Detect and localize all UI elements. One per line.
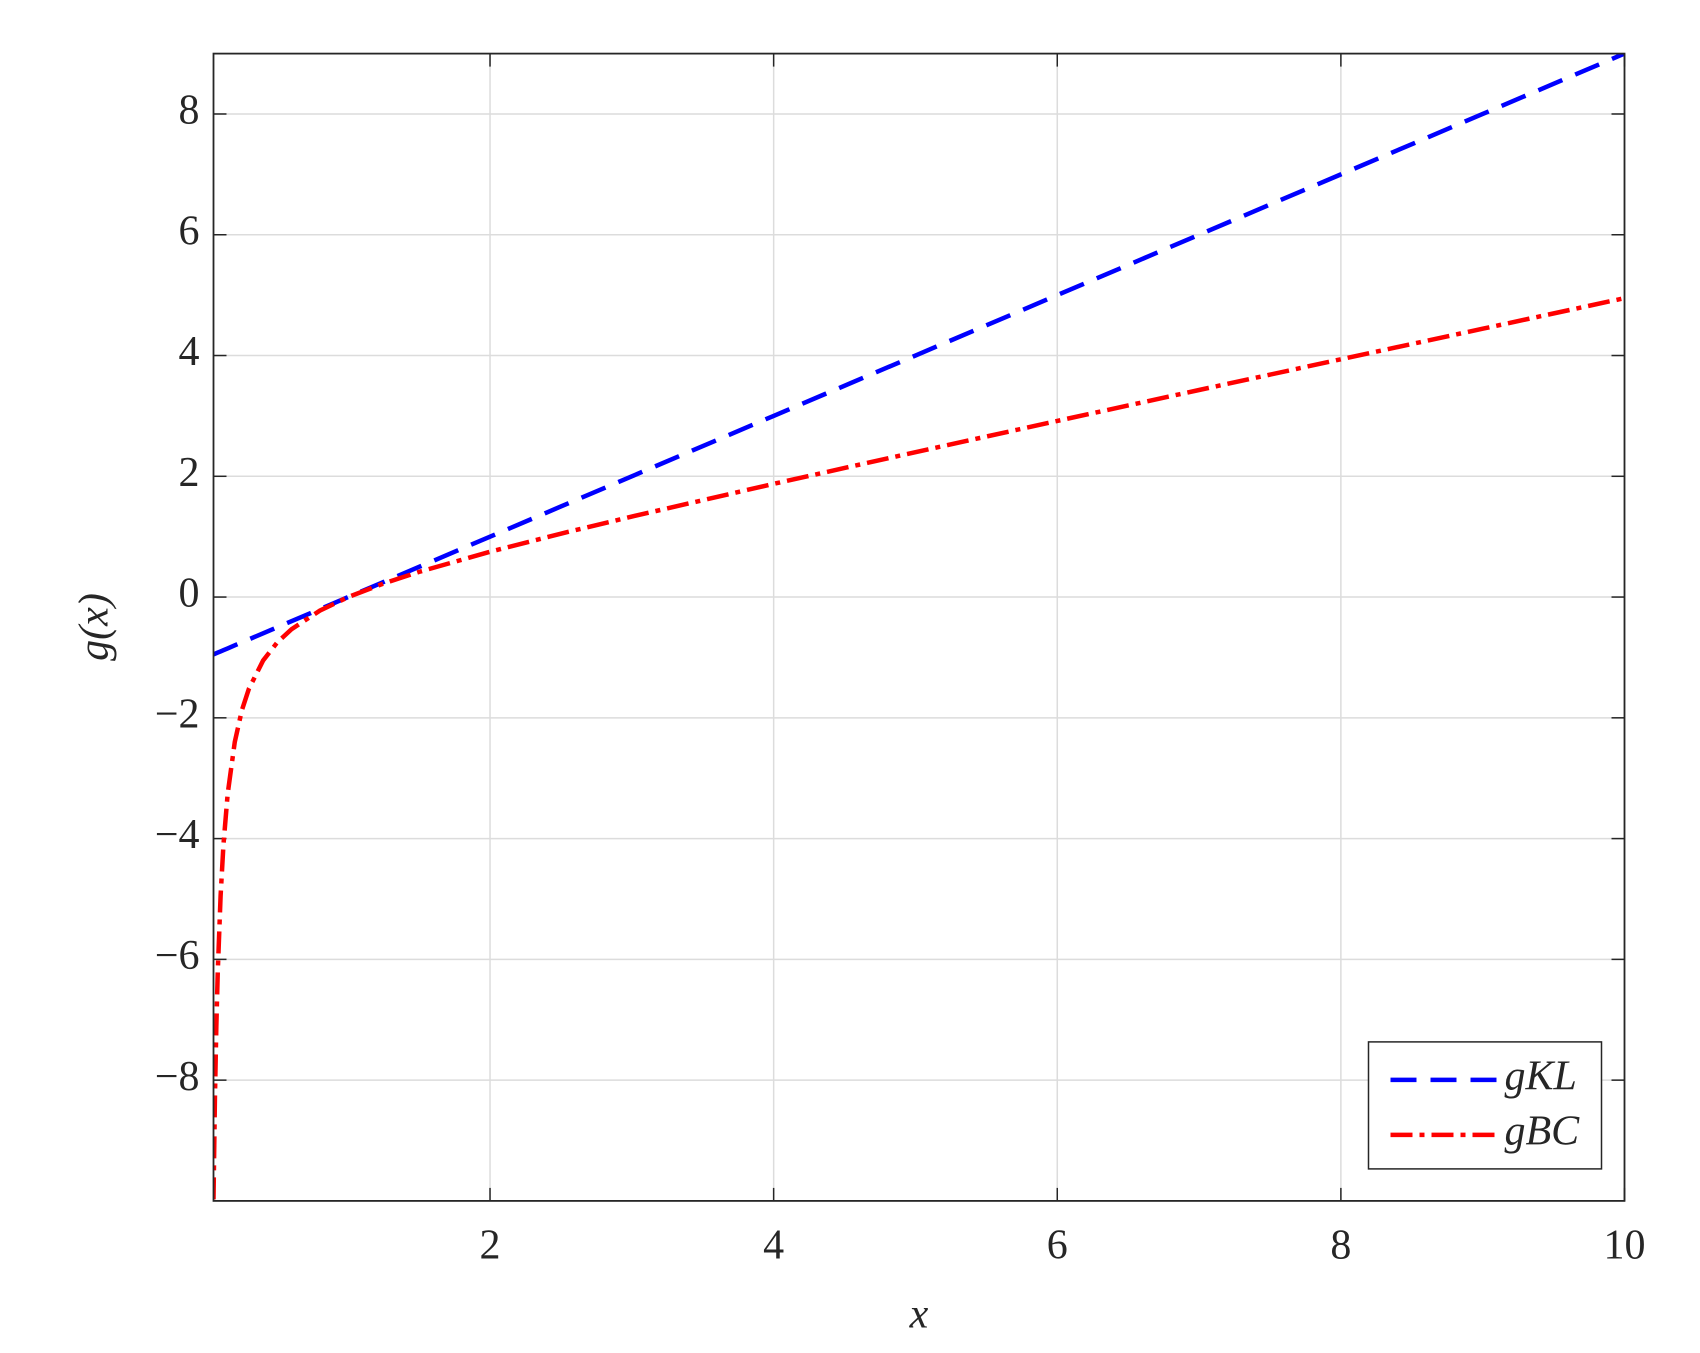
y-tick-label: −6 (155, 933, 200, 979)
legend-label: gBC (1505, 1109, 1581, 1155)
y-axis-label: g(x) (72, 593, 118, 661)
y-tick-label: −2 (155, 691, 200, 737)
y-tick-label: 8 (179, 88, 200, 134)
x-tick-label: 10 (1604, 1223, 1646, 1269)
y-tick-label: 4 (179, 329, 200, 375)
axes-box (212, 52, 1626, 1202)
plot-area (213, 53, 1625, 1201)
x-tick-label: 2 (480, 1223, 501, 1269)
data-line (213, 295, 1625, 1200)
y-tick-label: 2 (179, 450, 200, 496)
data-line (213, 53, 1625, 657)
legend-box (1367, 1041, 1603, 1170)
y-tick-label: 0 (179, 571, 200, 617)
x-tick-label: 4 (763, 1223, 784, 1269)
x-tick-label: 6 (1047, 1223, 1068, 1269)
y-tick-label: 6 (179, 208, 200, 254)
x-tick-label: 8 (1330, 1223, 1351, 1269)
y-tick-label: −8 (155, 1054, 200, 1100)
y-tick-label: −4 (155, 812, 200, 858)
x-axis-label: x (909, 1292, 929, 1338)
legend-label: gKL (1505, 1054, 1577, 1100)
